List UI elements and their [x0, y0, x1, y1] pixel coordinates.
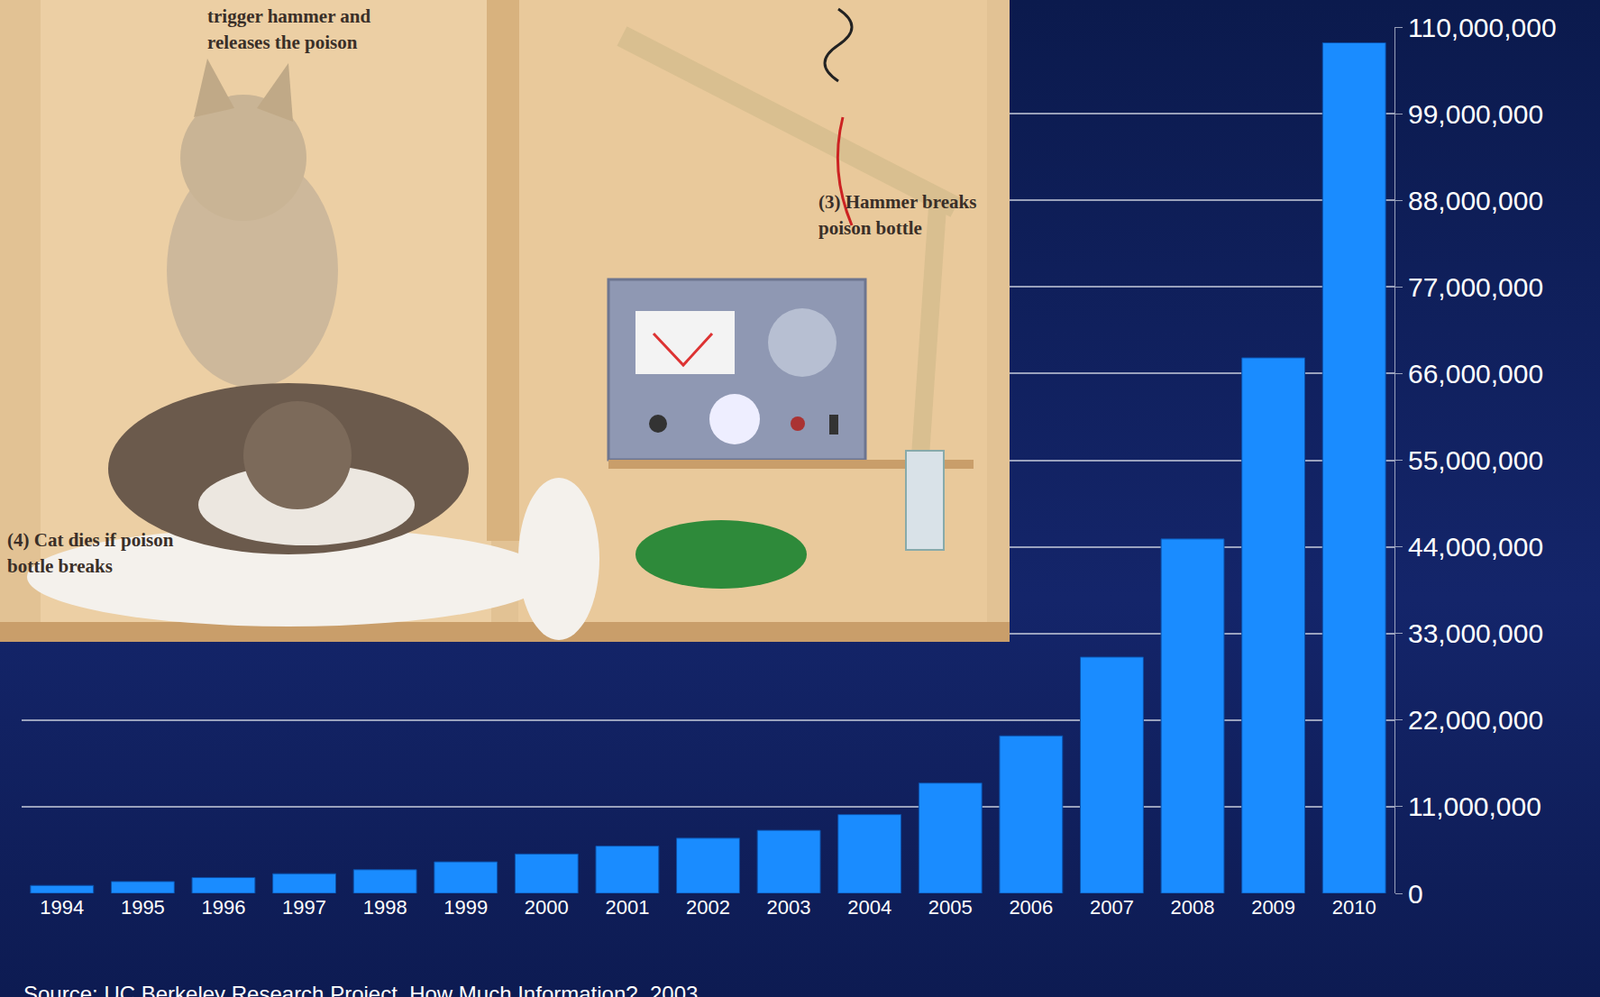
svg-text:2009: 2009: [1251, 896, 1296, 919]
svg-text:88,000,000: 88,000,000: [1408, 185, 1544, 216]
svg-text:55,000,000: 55,000,000: [1408, 445, 1544, 476]
svg-text:2007: 2007: [1089, 896, 1134, 919]
svg-text:1995: 1995: [120, 896, 165, 919]
svg-text:2010: 2010: [1332, 896, 1377, 919]
svg-text:2006: 2006: [1008, 896, 1053, 919]
html-text:trigger hammer and releases th: trigger hammer and releases the poison: [207, 5, 371, 54]
svg-text:11,000,000: 11,000,000: [1408, 791, 1542, 822]
svg-text:2008: 2008: [1170, 896, 1216, 919]
svg-text:99,000,000: 99,000,000: [1408, 99, 1544, 129]
svg-text:2001: 2001: [604, 896, 650, 919]
svg-text:1998: 1998: [363, 896, 408, 919]
svg-text:2004: 2004: [847, 896, 892, 919]
svg-text:2003: 2003: [767, 896, 812, 919]
svg-text:2005: 2005: [928, 896, 973, 919]
svg-text:22,000,000: 22,000,000: [1408, 704, 1544, 735]
svg-text:2002: 2002: [685, 896, 731, 919]
svg-text:2000: 2000: [524, 896, 569, 919]
svg-text:66,000,000: 66,000,000: [1408, 358, 1544, 389]
svg-text:1999: 1999: [443, 896, 488, 919]
svg-text:44,000,000: 44,000,000: [1408, 531, 1544, 562]
svg-text:1994: 1994: [39, 896, 84, 919]
svg-text:33,000,000: 33,000,000: [1408, 618, 1544, 649]
svg-text:0: 0: [1408, 878, 1424, 909]
html-text:(4) Cat dies if poison bottle: (4) Cat dies if poison bottle breaks: [7, 529, 174, 577]
svg-text:1996: 1996: [201, 896, 246, 919]
svg-text:110,000,000: 110,000,000: [1408, 12, 1557, 43]
svg-text:Source: UC Berkeley Research P: Source: UC Berkeley Research Project, Ho…: [23, 981, 698, 997]
svg-text:77,000,000: 77,000,000: [1408, 272, 1544, 302]
html-text:(3) Hammer breaks poison bottl: (3) Hammer breaks poison bottle: [818, 191, 977, 239]
svg-text:1997: 1997: [282, 896, 327, 919]
